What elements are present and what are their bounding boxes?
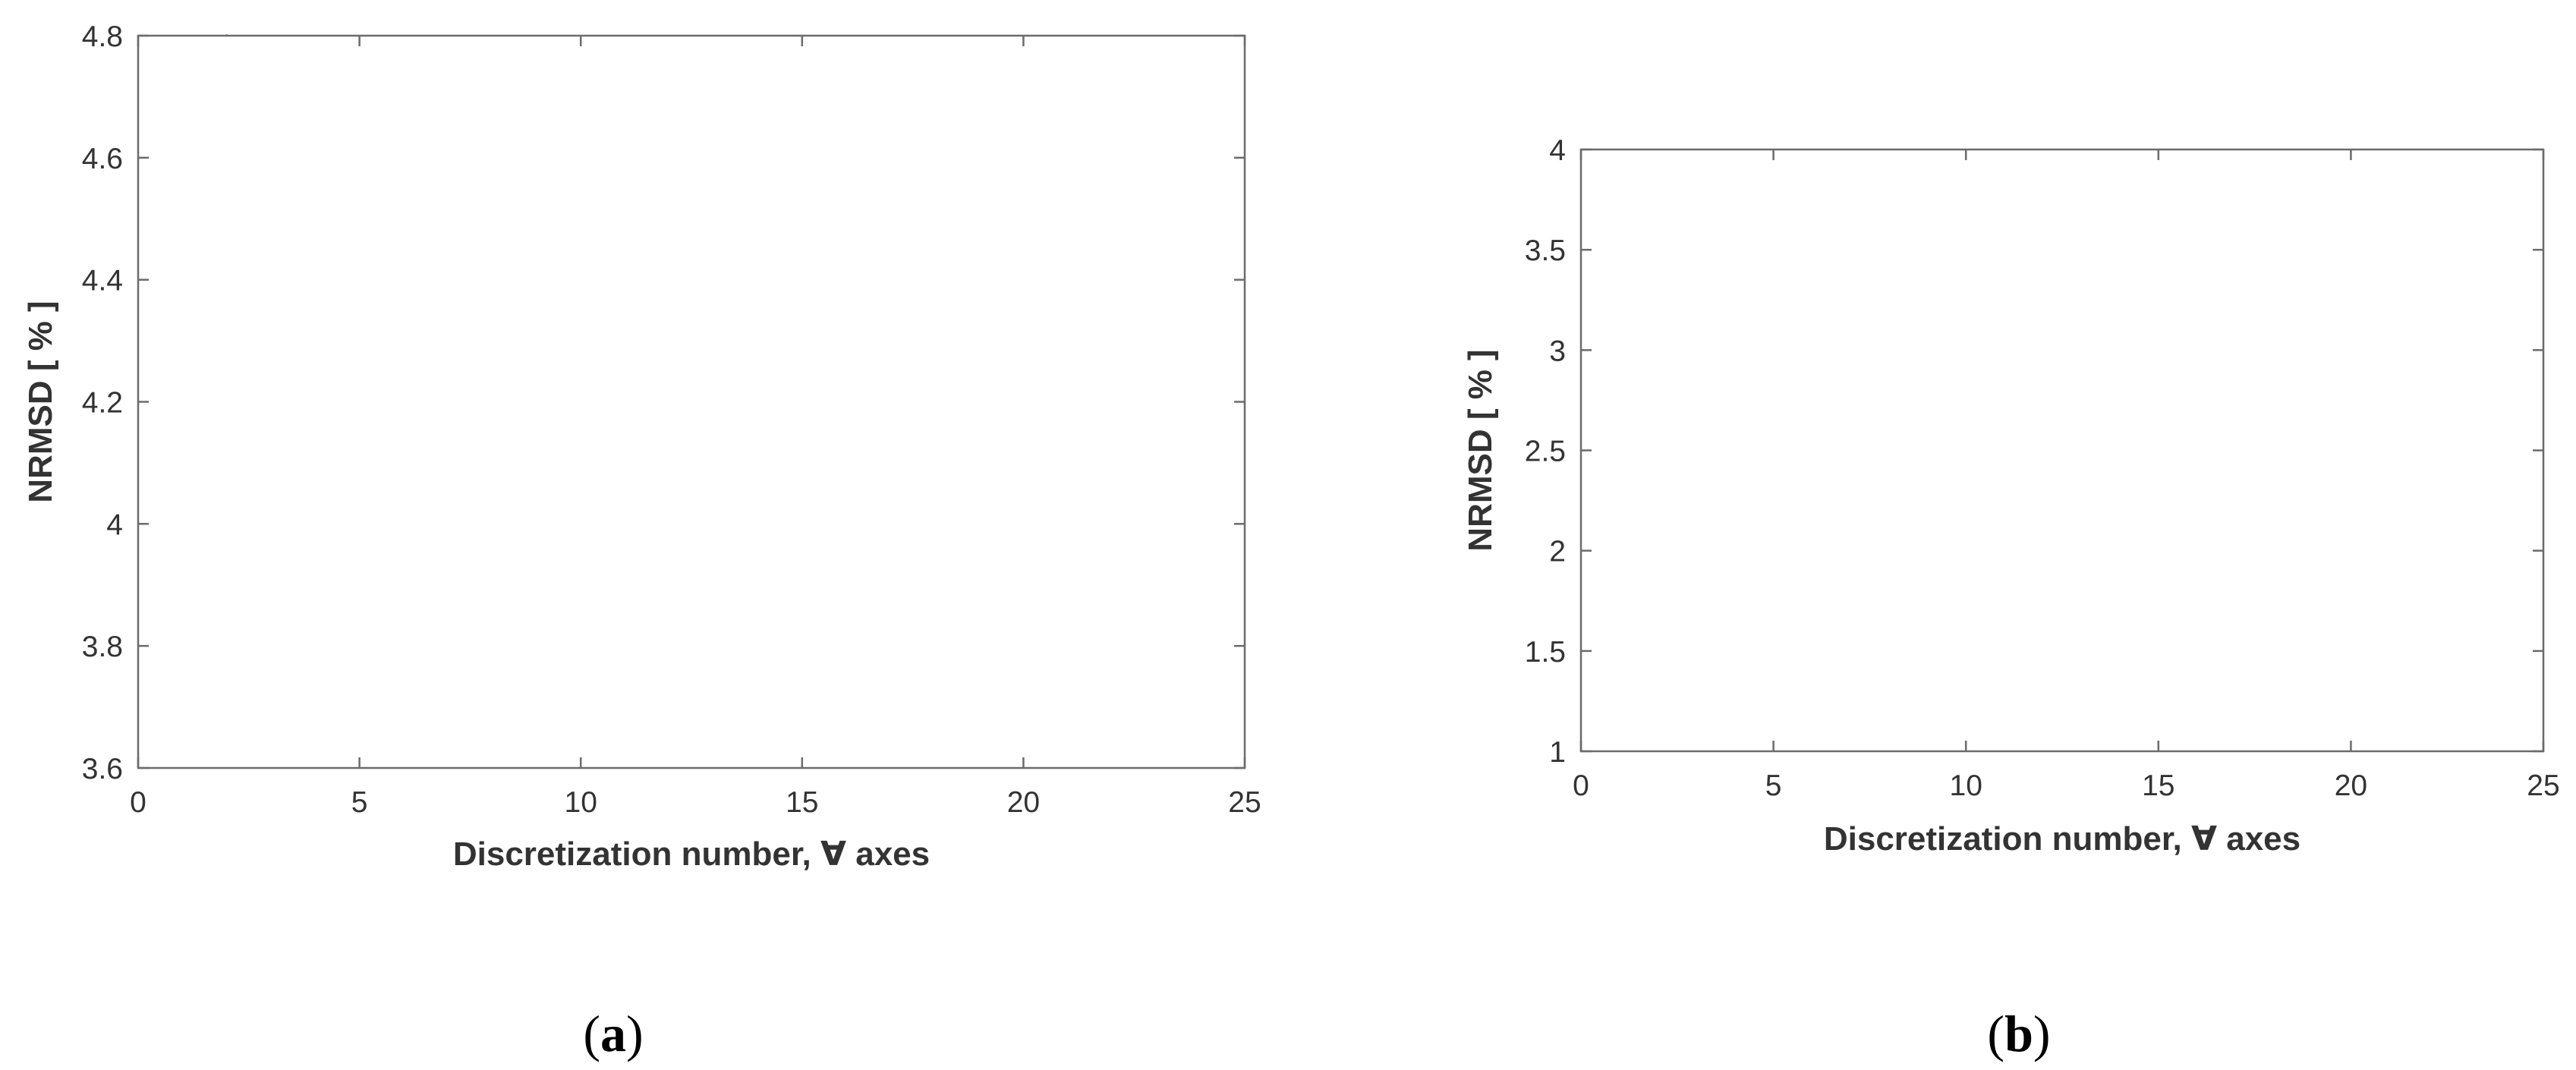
y-tick-label: 1.5 (1525, 636, 1566, 669)
y-tick-label: 4.6 (82, 143, 123, 175)
x-tick-label: 5 (351, 786, 368, 819)
caption-open-paren: ( (1987, 1005, 2004, 1062)
y-tick-label: 2 (1549, 536, 1566, 568)
chart-panel-b: 0 5 10 15 20 25 1 1.5 2 2.5 3 3.5 4 Discretization nu… (1462, 134, 2560, 1062)
y-tick-label: 3.8 (82, 631, 123, 663)
y-tick-label: 4.4 (82, 265, 123, 297)
panel-caption: (b) (1987, 1005, 2050, 1062)
caption-letter: a (600, 1005, 626, 1062)
x-axis-title: Discretization number, ∀ axes (453, 836, 930, 873)
x-tick-label: 25 (2527, 769, 2559, 802)
axes-frame (1579, 148, 2545, 753)
x-tick-label: 0 (130, 786, 146, 819)
y-tick-label: 4.2 (82, 387, 123, 420)
y-axis-title: NRMSD [ % ] (1462, 349, 1499, 551)
y-tick-label: 2.5 (1525, 436, 1566, 468)
chart-panel-a: 0 5 10 15 20 25 3.6 3.8 4 4.2 4.4 4.6 4.8 Discretizat… (22, 20, 1261, 1062)
y-tick-label: 3.5 (1525, 234, 1566, 267)
x-tick-label: 5 (1765, 769, 1782, 802)
y-tick-label: 4.8 (82, 20, 123, 53)
x-axis-title: Discretization number, ∀ axes (1824, 820, 2300, 858)
y-tick-label: 3 (1549, 335, 1566, 367)
y-tick-label: 4 (106, 508, 123, 541)
x-tick-label: 0 (1573, 769, 1589, 802)
x-tick-label: 25 (1228, 786, 1261, 819)
x-tick-label: 20 (2335, 769, 2367, 802)
x-tick-label: 10 (1950, 769, 1982, 802)
x-tick-label: 20 (1007, 786, 1040, 819)
caption-open-paren: ( (583, 1005, 600, 1062)
panel-caption: (a) (583, 1005, 643, 1062)
y-tick-label: 3.6 (82, 753, 123, 785)
caption-close-paren: ) (2033, 1005, 2051, 1062)
y-axis-title: NRMSD [ % ] (22, 301, 59, 502)
y-tick-label: 4 (1549, 134, 1566, 167)
caption-letter: b (2004, 1005, 2033, 1062)
y-tick-label: 1 (1549, 736, 1566, 769)
x-tick-label: 10 (565, 786, 597, 819)
caption-close-paren: ) (626, 1005, 644, 1062)
x-tick-label: 15 (786, 786, 818, 819)
x-tick-label: 15 (2142, 769, 2174, 802)
axes-frame (137, 34, 1246, 769)
